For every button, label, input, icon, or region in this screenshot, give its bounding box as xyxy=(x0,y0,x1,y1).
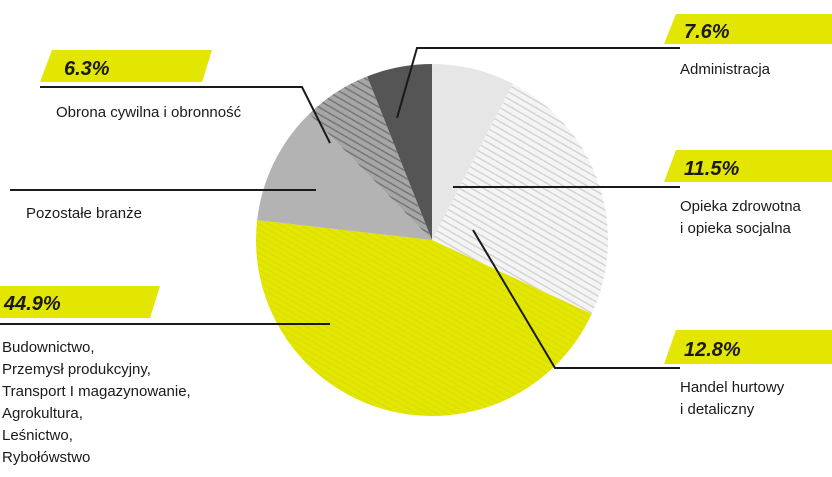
slice-administracja xyxy=(432,64,513,240)
slice-opieka xyxy=(432,83,597,240)
pct-administracja: 7.6% xyxy=(684,21,730,43)
leader-handel xyxy=(472,229,680,369)
label-opieka-1: Opieka zdrowotna xyxy=(680,198,802,215)
pct-budownictwo: 44.9% xyxy=(3,293,61,315)
label-pozostale-1: Pozostałe branże xyxy=(26,205,142,222)
pct-opieka: 11.5% xyxy=(684,158,739,180)
slice-pozostale xyxy=(257,113,432,240)
leader-obrona xyxy=(40,86,331,144)
label-budownictwo-2: Przemysł produkcyjny, xyxy=(2,361,151,378)
slice-obrona xyxy=(309,76,432,240)
label-budownictwo-1: Budownictwo, xyxy=(2,339,95,356)
label-opieka-2: i opieka socjalna xyxy=(680,220,792,237)
leader-lines xyxy=(0,47,680,369)
pct-obrona: 6.3% xyxy=(64,58,110,80)
pct-banners xyxy=(0,14,832,364)
banner-budownictwo xyxy=(0,286,160,318)
label-budownictwo-5: Leśnictwo, xyxy=(2,427,73,444)
label-handel-2: i detaliczny xyxy=(680,401,755,418)
leader-administracja xyxy=(396,47,680,119)
banner-obrona xyxy=(40,50,212,82)
pct-handel: 12.8% xyxy=(684,339,741,361)
slice-handel xyxy=(432,176,608,314)
banner-handel xyxy=(664,330,832,364)
banner-opieka xyxy=(664,150,832,182)
slice-dark xyxy=(367,64,432,240)
label-budownictwo-3: Transport I magazynowanie, xyxy=(2,383,191,400)
label-handel-1: Handel hurtowy xyxy=(680,379,785,396)
label-obrona-1: Obrona cywilna i obronność xyxy=(56,104,242,121)
label-budownictwo-6: Rybołówstwo xyxy=(2,449,90,466)
label-administracja-1: Administracja xyxy=(680,61,771,78)
pie-slices xyxy=(256,64,608,417)
label-budownictwo-4: Agrokultura, xyxy=(2,405,83,422)
slice-budownictwo xyxy=(256,220,592,417)
banner-administracja xyxy=(664,14,832,44)
